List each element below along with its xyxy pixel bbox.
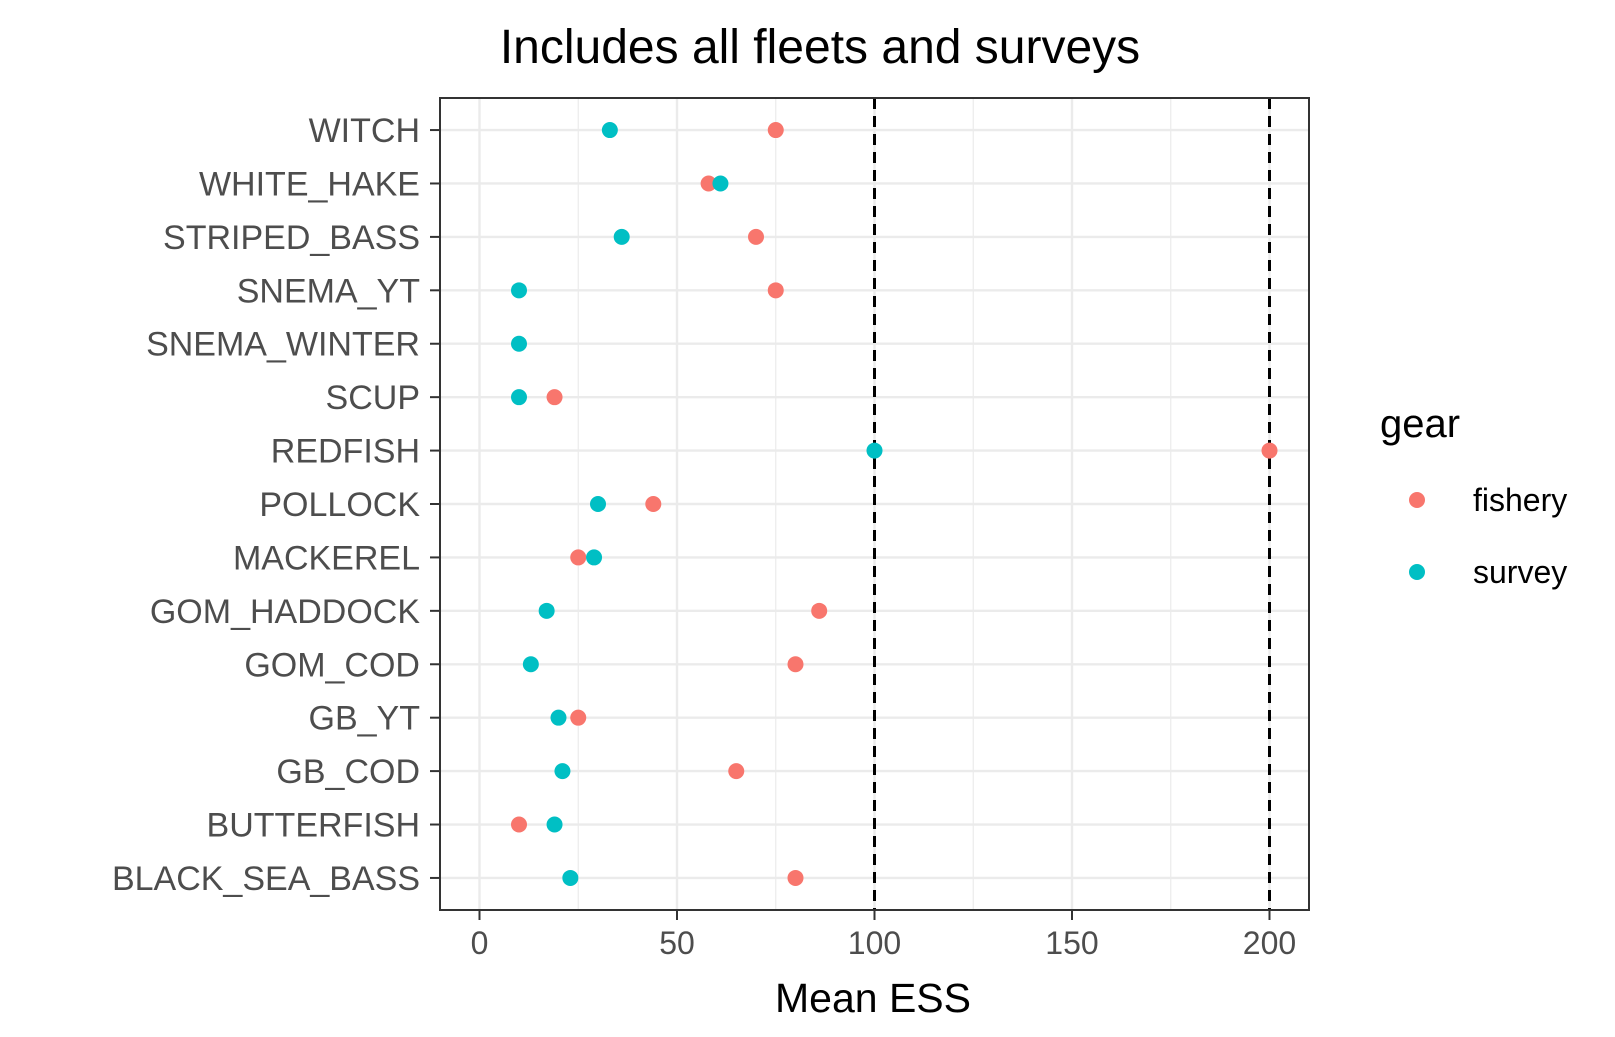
legend-key-survey	[1409, 564, 1425, 580]
y-tick-label: POLLOCK	[259, 486, 420, 524]
x-tick-label: 0	[471, 925, 489, 961]
point-survey	[562, 869, 579, 886]
y-tick-label: SNEMA_WINTER	[146, 326, 420, 364]
x-tick-label: 50	[659, 925, 695, 961]
legend-title: gear	[1380, 402, 1460, 446]
point-survey	[554, 763, 571, 780]
point-fishery	[546, 389, 563, 406]
point-survey	[866, 442, 883, 459]
y-tick-label: MACKEREL	[233, 539, 420, 577]
y-tick-label: WITCH	[309, 112, 420, 150]
point-fishery	[645, 496, 662, 512]
point-fishery	[728, 763, 745, 780]
point-fishery	[787, 869, 804, 886]
point-fishery	[570, 709, 587, 726]
point-fishery	[511, 816, 527, 833]
reference-lines	[873, 98, 1271, 910]
x-tick-label: 100	[848, 925, 901, 961]
point-survey	[511, 389, 527, 406]
y-tick-label: BUTTERFISH	[207, 807, 420, 845]
data-points	[511, 122, 1278, 886]
point-fishery	[767, 282, 784, 299]
x-axis-label: Mean ESS	[775, 975, 971, 1021]
point-fishery	[700, 175, 717, 192]
point-survey	[538, 602, 555, 619]
x-tick-label: 150	[1045, 925, 1098, 961]
y-tick-label: BLACK_SEA_BASS	[112, 860, 420, 898]
y-axis: WITCH WHITE_HAKE STRIPED_BASS SNEMA_YT SNEMA…	[112, 112, 440, 898]
point-survey	[546, 816, 563, 833]
y-tick-label: WHITE_HAKE	[199, 165, 420, 203]
point-survey	[586, 549, 603, 566]
chart-title: Includes all fleets and surveys	[500, 21, 1140, 74]
x-tick-label: 200	[1243, 925, 1296, 961]
point-survey	[712, 175, 729, 192]
point-survey	[511, 282, 527, 299]
legend: gear fishery survey	[1380, 402, 1567, 590]
y-tick-label: GB_COD	[276, 753, 420, 791]
y-tick-label: GOM_HADDOCK	[150, 593, 420, 631]
point-survey	[511, 335, 527, 352]
point-survey	[613, 228, 630, 245]
point-fishery	[1261, 442, 1278, 459]
y-tick-label: REDFISH	[271, 433, 420, 471]
y-tick-label: SNEMA_YT	[237, 272, 420, 310]
point-fishery	[570, 549, 587, 566]
point-fishery	[787, 656, 804, 673]
point-survey	[590, 496, 606, 512]
point-fishery	[767, 122, 784, 139]
legend-label-fishery: fishery	[1473, 482, 1567, 518]
legend-key-fishery	[1409, 492, 1425, 508]
y-tick-label: GOM_COD	[244, 646, 420, 684]
x-axis: 0 50 100 150 200	[471, 910, 1296, 961]
legend-label-survey: survey	[1473, 554, 1567, 590]
point-fishery	[811, 602, 828, 619]
point-fishery	[748, 228, 764, 245]
point-survey	[550, 709, 567, 726]
y-tick-label: GB_YT	[309, 700, 420, 738]
point-survey	[601, 122, 618, 139]
y-tick-label: STRIPED_BASS	[163, 219, 420, 257]
y-tick-label: SCUP	[326, 379, 420, 417]
point-survey	[522, 656, 539, 673]
